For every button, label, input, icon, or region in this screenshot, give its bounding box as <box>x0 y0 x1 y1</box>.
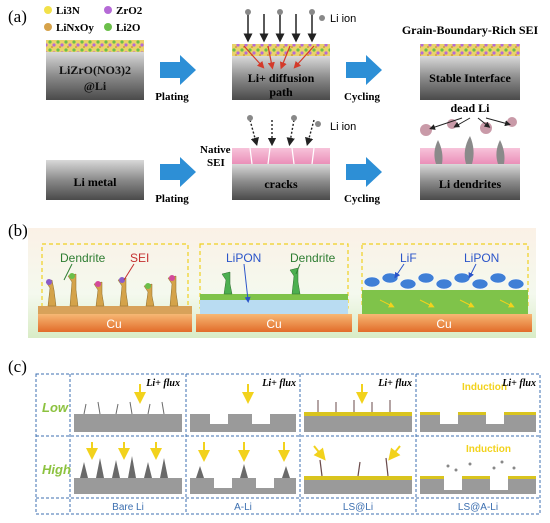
panel-b: (b) Cu Dendrite SEI Cu <box>8 221 536 338</box>
cu-layer-1 <box>38 314 192 332</box>
panel-b-label: (b) <box>8 221 28 240</box>
panel-a: (a) Li3N ZrO2 LiNxOy Li2O LiZrO(NO3)2 @L… <box>8 5 539 205</box>
col-label-a-li: A-Li <box>234 502 252 513</box>
cu-label-1: Cu <box>106 317 121 331</box>
col-label-bare-li: Bare Li <box>112 502 144 513</box>
dendrite-label-b2: Dendrite <box>290 251 336 265</box>
li-layer-b2 <box>200 294 348 300</box>
legend-zro2: ZrO2 <box>116 5 143 17</box>
cracks-label: cracks <box>264 177 298 191</box>
cell-low-a-li: Li+ flux <box>190 378 296 432</box>
induction-label-2: Induction <box>466 444 511 455</box>
flux-arrows-b3 <box>379 299 515 308</box>
sei-label-b1: SEI <box>130 251 149 265</box>
li-ion-label-1: Li ion <box>330 13 356 25</box>
panel-a-label: (a) <box>8 7 27 26</box>
panel-c-label: (c) <box>8 357 27 376</box>
lif-label-b3: LiF <box>400 251 417 265</box>
flux-label-2: Li+ flux <box>261 378 296 389</box>
legend-dot-li3n <box>44 6 52 14</box>
diffusion-line1: Li+ diffusion <box>248 71 315 85</box>
box1-line2: @Li <box>84 79 107 93</box>
cell-high-a-li <box>190 442 296 494</box>
flux-label-1: Li+ flux <box>145 378 180 389</box>
cycling-label-2: Cycling <box>344 193 381 205</box>
sei-dots-b1 <box>46 273 175 289</box>
legend-dot-zro2 <box>104 6 112 14</box>
cu-layer-3 <box>358 314 532 332</box>
plating-label-2: Plating <box>155 193 189 205</box>
plating-arrow-2 <box>160 157 196 187</box>
legend-linxoy: LiNxOy <box>56 22 94 34</box>
lipon-label-b2: LiPON <box>226 251 261 265</box>
crack-lines <box>249 147 315 165</box>
cycling-label-1: Cycling <box>344 91 381 103</box>
flux-label-4: Li+ flux <box>501 378 536 389</box>
legend: Li3N ZrO2 LiNxOy Li2O <box>44 5 143 34</box>
diffusion-paths <box>243 45 315 70</box>
li-metal-block-1 <box>46 52 144 100</box>
dead-li-particles <box>420 117 517 136</box>
panel-c-grid <box>35 373 541 515</box>
panel-c: (c) Low High Bare Li A-Li LS@Li LS@A-Li <box>8 357 541 515</box>
cu-label-2: Cu <box>266 317 281 331</box>
dead-li-label: dead Li <box>450 101 490 115</box>
li-metal-block-5 <box>232 164 330 200</box>
sei-grain-layer-2 <box>232 44 330 56</box>
dendrites-b2 <box>221 267 301 295</box>
dendrites-b1 <box>45 273 179 307</box>
li-film-1 <box>38 306 192 314</box>
legend-dot-linxoy <box>44 23 52 31</box>
subpanel-b2-box <box>199 243 349 309</box>
li-ion-arrows-2 <box>247 115 321 147</box>
native-sei-line1: Native <box>200 144 231 156</box>
lipon-layer-b2 <box>200 300 348 314</box>
li-metal-block-3 <box>420 56 520 100</box>
cycling-arrow-2 <box>346 157 382 187</box>
dead-li-arrows <box>429 117 511 130</box>
li-ion-arrows-1 <box>243 9 325 43</box>
diffusion-line2: path <box>269 85 293 99</box>
legend-li2o: Li2O <box>116 22 141 34</box>
li-metal-label: Li metal <box>74 175 118 189</box>
sei-grain-layer-1 <box>46 40 144 52</box>
induction-label-1: Induction <box>462 382 507 393</box>
grain-boundary-title: Grain-Boundary-Rich SEI <box>402 23 539 37</box>
subpanel-b3-box <box>361 243 529 309</box>
li-dendrites-label: Li dendrites <box>439 177 502 191</box>
cell-high-ls-a-li: Induction <box>420 444 536 494</box>
legend-li3n: Li3N <box>56 5 80 17</box>
row-label-high: High <box>42 462 71 477</box>
li-metal-block-6 <box>420 164 520 200</box>
cell-low-ls-li: Li+ flux <box>304 378 412 432</box>
dendrite-label-b1: Dendrite <box>60 251 106 265</box>
lipon-label-b3: LiPON <box>464 251 499 265</box>
lif-particles-b3 <box>363 272 525 290</box>
box1-line1: LiZrO(NO3)2 <box>59 63 131 77</box>
cu-layer-2 <box>196 314 352 332</box>
native-sei-line2: SEI <box>207 157 225 169</box>
cell-low-bare-li: Li+ flux <box>74 378 182 432</box>
cell-high-ls-li <box>304 445 412 494</box>
li-metal-block-4 <box>46 160 144 200</box>
legend-dot-li2o <box>104 23 112 31</box>
cycling-arrow-1 <box>346 55 382 85</box>
plating-arrow-1 <box>160 55 196 85</box>
flux-label-3: Li+ flux <box>377 378 412 389</box>
li-dendrites <box>434 136 505 164</box>
cell-high-bare-li <box>74 442 182 494</box>
sei-grain-layer-3 <box>420 44 520 56</box>
cu-label-3: Cu <box>436 317 451 331</box>
cell-low-ls-a-li: Induction Li+ flux <box>420 378 536 432</box>
stable-interface-label: Stable Interface <box>429 71 511 85</box>
col-label-ls-a-li: LS@A-Li <box>458 502 498 513</box>
col-label-ls-li: LS@Li <box>343 502 373 513</box>
row-label-low: Low <box>42 400 69 415</box>
plating-label-1: Plating <box>155 91 189 103</box>
panel-c-gridlines <box>36 374 540 514</box>
li-ion-label-2: Li ion <box>330 121 356 133</box>
native-sei-layer <box>232 148 330 164</box>
